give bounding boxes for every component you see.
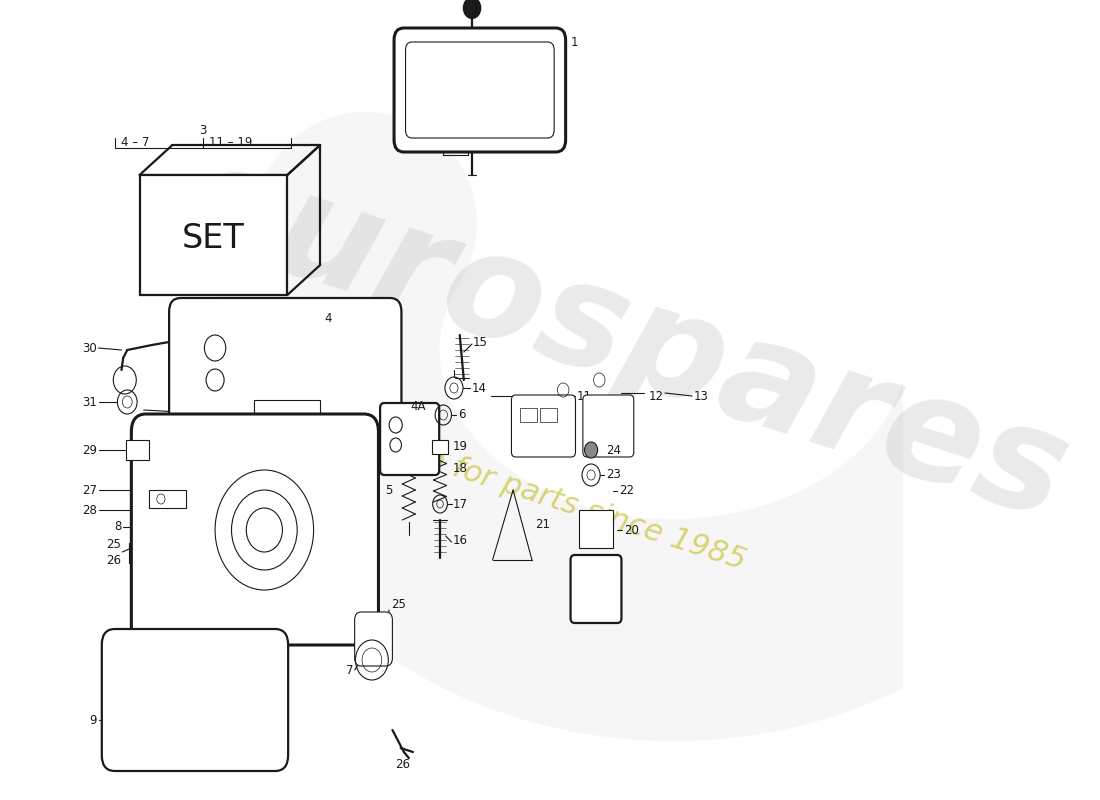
Text: 12: 12 — [649, 390, 663, 402]
Text: 15: 15 — [473, 335, 487, 349]
FancyBboxPatch shape — [512, 395, 575, 457]
Bar — [432, 440, 448, 454]
FancyBboxPatch shape — [583, 395, 634, 457]
Text: 8: 8 — [114, 521, 121, 534]
Text: 7: 7 — [345, 663, 353, 677]
Bar — [150, 490, 186, 508]
Bar — [520, 408, 537, 422]
Text: 29: 29 — [81, 443, 97, 457]
Text: 14: 14 — [472, 382, 487, 394]
Text: 4A: 4A — [410, 401, 426, 414]
FancyBboxPatch shape — [131, 414, 378, 645]
Text: 22: 22 — [619, 485, 634, 498]
Text: 3: 3 — [199, 123, 207, 137]
Bar — [540, 408, 557, 422]
Text: eurospares: eurospares — [164, 130, 1085, 550]
Text: 17: 17 — [453, 498, 469, 510]
Text: 28: 28 — [82, 503, 97, 517]
Text: a passion for parts since 1985: a passion for parts since 1985 — [301, 405, 749, 575]
Text: 18: 18 — [453, 462, 468, 474]
Text: 21: 21 — [536, 518, 550, 531]
Text: 5: 5 — [385, 483, 393, 497]
Text: 11: 11 — [576, 390, 592, 402]
Bar — [125, 440, 148, 460]
Text: 16: 16 — [453, 534, 469, 546]
Bar — [140, 175, 287, 295]
Circle shape — [584, 442, 597, 458]
Text: 4 – 7: 4 – 7 — [121, 137, 150, 150]
Text: 30: 30 — [82, 342, 97, 354]
FancyBboxPatch shape — [394, 28, 565, 152]
Text: 25: 25 — [390, 598, 406, 610]
FancyBboxPatch shape — [169, 298, 402, 441]
Text: 4: 4 — [324, 311, 332, 325]
Bar — [254, 400, 320, 422]
FancyBboxPatch shape — [102, 629, 288, 771]
Circle shape — [464, 0, 481, 18]
FancyBboxPatch shape — [571, 555, 621, 623]
Text: 26: 26 — [107, 554, 121, 566]
FancyBboxPatch shape — [354, 612, 393, 666]
Text: 11 – 19: 11 – 19 — [209, 137, 253, 150]
Text: 20: 20 — [624, 523, 639, 537]
Text: 9: 9 — [89, 714, 97, 726]
Text: 1: 1 — [571, 35, 579, 49]
Text: 24: 24 — [606, 443, 620, 457]
FancyBboxPatch shape — [406, 42, 554, 138]
Text: 19: 19 — [453, 441, 469, 454]
FancyBboxPatch shape — [381, 403, 439, 475]
Bar — [579, 510, 613, 548]
Text: 13: 13 — [694, 390, 708, 402]
Text: 26: 26 — [395, 758, 410, 771]
Text: SET: SET — [183, 222, 245, 254]
Text: 6: 6 — [458, 409, 465, 422]
Text: 31: 31 — [82, 395, 97, 409]
Text: 27: 27 — [81, 483, 97, 497]
Text: 25: 25 — [107, 538, 121, 551]
Text: 23: 23 — [606, 469, 620, 482]
